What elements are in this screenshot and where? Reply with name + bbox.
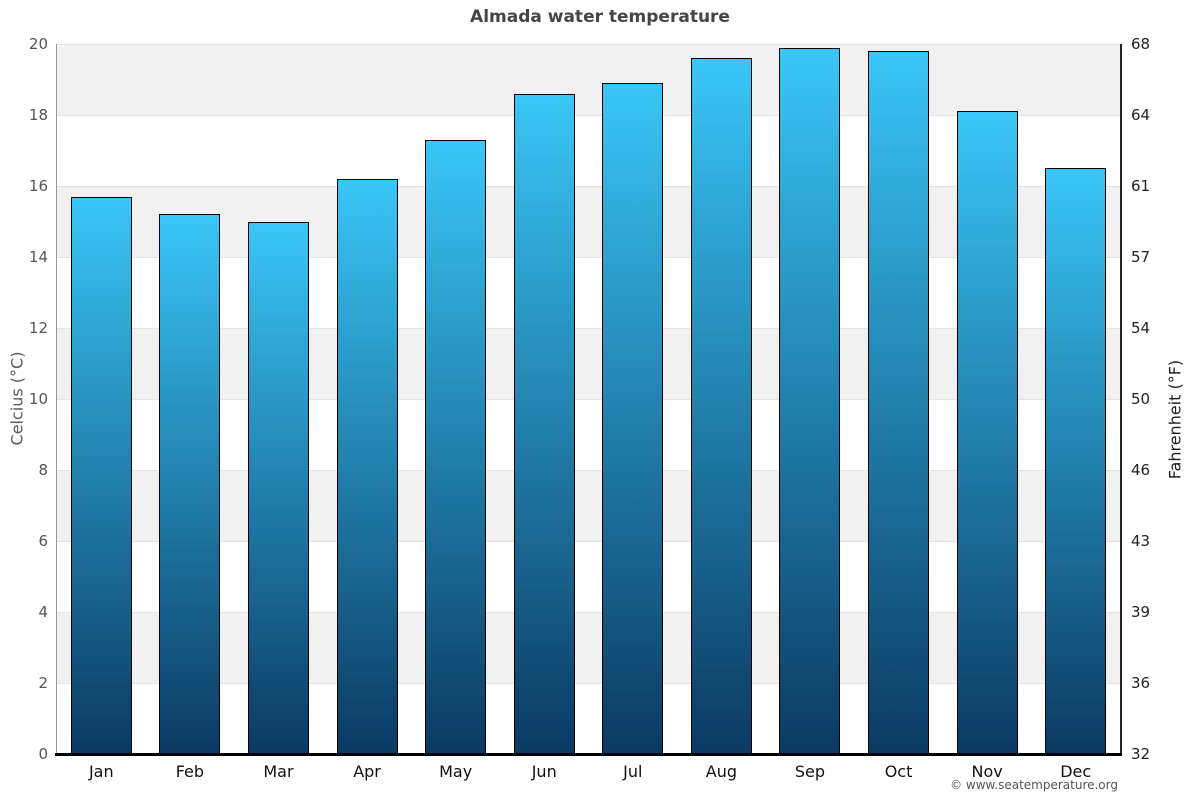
bar-dec [1045, 168, 1107, 754]
fahrenheit-tick-68: 68 [1131, 34, 1151, 53]
fahrenheit-tick-32: 32 [1131, 744, 1151, 763]
bar-mar [247, 221, 309, 754]
month-label-oct: Oct [884, 762, 913, 781]
celsius-tick-6: 6 [38, 531, 48, 550]
fahrenheit-tick-46: 46 [1131, 460, 1151, 479]
gridline-2c [57, 683, 1120, 684]
right-axis-line [1120, 44, 1122, 754]
fahrenheit-axis-title: Fahrenheit (°F) [1165, 359, 1185, 480]
celsius-tick-4: 4 [38, 602, 48, 621]
gridline-14c [57, 257, 1120, 258]
gridline-6c [57, 541, 1120, 542]
month-label-jul: Jul [623, 762, 643, 781]
fahrenheit-tick-64: 64 [1131, 105, 1151, 124]
celsius-axis-title: Celcius (°C) [7, 351, 27, 446]
month-label-jan: Jan [88, 762, 114, 781]
bar-nov [956, 111, 1018, 754]
left-axis-line [55, 44, 57, 754]
bar-apr [336, 178, 398, 754]
month-label-mar: Mar [263, 762, 294, 781]
chart-title: Almada water temperature [470, 7, 730, 27]
celsius-tick-18: 18 [28, 105, 48, 124]
bottom-axis-line [55, 752, 1122, 756]
fahrenheit-tick-57: 57 [1131, 247, 1151, 266]
month-label-jun: Jun [531, 762, 557, 781]
fahrenheit-tick-61: 61 [1131, 176, 1151, 195]
bar-feb [159, 214, 221, 754]
celsius-tick-14: 14 [28, 247, 48, 266]
bar-aug [690, 58, 752, 754]
month-label-dec: Dec [1060, 762, 1092, 781]
celsius-tick-12: 12 [28, 318, 48, 337]
month-label-sep: Sep [794, 762, 826, 781]
fahrenheit-tick-54: 54 [1131, 318, 1151, 337]
gridline-20c [57, 44, 1120, 45]
fahrenheit-tick-36: 36 [1131, 673, 1151, 692]
copyright-credit: © www.seatemperature.org [950, 778, 1118, 792]
gridline-16c [57, 186, 1120, 187]
celsius-tick-16: 16 [28, 176, 48, 195]
gridline-10c [57, 399, 1120, 400]
gridline-12c [57, 328, 1120, 329]
month-label-aug: Aug [705, 762, 737, 781]
celsius-tick-8: 8 [38, 460, 48, 479]
bar-sep [779, 47, 841, 754]
month-label-nov: Nov [971, 762, 1003, 781]
bar-oct [868, 51, 930, 754]
gridline-18c [57, 115, 1120, 116]
bar-jun [513, 93, 575, 754]
fahrenheit-tick-43: 43 [1131, 531, 1151, 550]
month-label-apr: Apr [353, 762, 381, 781]
fahrenheit-tick-50: 50 [1131, 389, 1151, 408]
celsius-tick-10: 10 [28, 389, 48, 408]
celsius-tick-20: 20 [28, 34, 48, 53]
gridline-8c [57, 470, 1120, 471]
month-label-feb: Feb [175, 762, 205, 781]
celsius-tick-2: 2 [38, 673, 48, 692]
plot-area [57, 44, 1120, 755]
bar-jan [70, 196, 132, 754]
celsius-tick-0: 0 [38, 744, 48, 763]
bar-may [425, 139, 487, 754]
bar-jul [602, 83, 664, 754]
gridline-4c [57, 612, 1120, 613]
month-label-may: May [439, 762, 473, 781]
fahrenheit-tick-39: 39 [1131, 602, 1151, 621]
